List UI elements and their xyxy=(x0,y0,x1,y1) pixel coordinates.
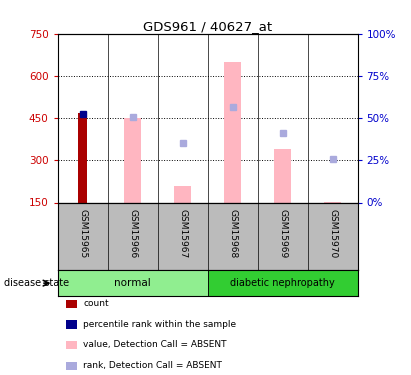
Text: disease state: disease state xyxy=(4,278,69,288)
Text: count: count xyxy=(83,299,109,308)
Bar xyxy=(174,186,191,202)
Text: GSM15966: GSM15966 xyxy=(128,209,137,258)
Bar xyxy=(78,112,88,202)
Text: GSM15965: GSM15965 xyxy=(78,209,87,258)
Text: value, Detection Call = ABSENT: value, Detection Call = ABSENT xyxy=(83,340,227,350)
Text: normal: normal xyxy=(114,278,151,288)
Bar xyxy=(124,118,141,202)
Text: diabetic nephropathy: diabetic nephropathy xyxy=(230,278,335,288)
Bar xyxy=(224,62,241,202)
Text: rank, Detection Call = ABSENT: rank, Detection Call = ABSENT xyxy=(83,361,222,370)
Title: GDS961 / 40627_at: GDS961 / 40627_at xyxy=(143,20,272,33)
Text: GSM15969: GSM15969 xyxy=(278,209,287,258)
Text: GSM15970: GSM15970 xyxy=(328,209,337,258)
Bar xyxy=(274,149,291,202)
Bar xyxy=(58,270,208,296)
Bar xyxy=(208,270,358,296)
Text: GSM15967: GSM15967 xyxy=(178,209,187,258)
Text: GSM15968: GSM15968 xyxy=(228,209,237,258)
Text: percentile rank within the sample: percentile rank within the sample xyxy=(83,320,237,329)
